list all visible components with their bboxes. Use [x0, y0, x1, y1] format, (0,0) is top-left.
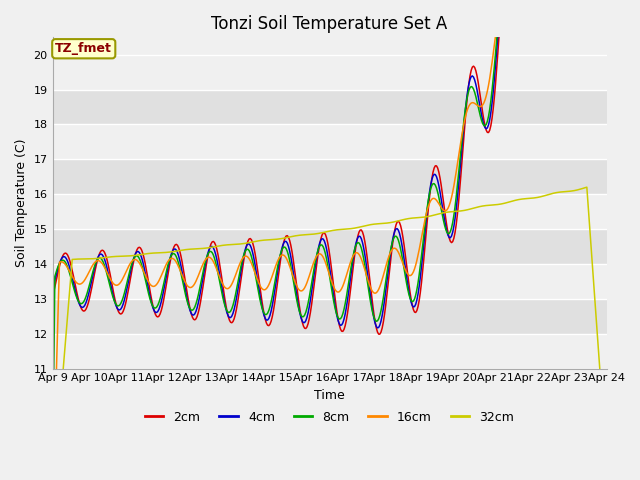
Bar	[52, 229, 607, 264]
Bar	[52, 159, 607, 194]
Bar	[52, 299, 607, 334]
Bar	[52, 264, 607, 299]
Bar	[52, 90, 607, 124]
Bar	[52, 194, 607, 229]
Legend: 2cm, 4cm, 8cm, 16cm, 32cm: 2cm, 4cm, 8cm, 16cm, 32cm	[140, 406, 519, 429]
X-axis label: Time: Time	[314, 389, 345, 402]
Bar	[52, 334, 607, 369]
Text: TZ_fmet: TZ_fmet	[55, 42, 112, 55]
Bar	[52, 124, 607, 159]
Y-axis label: Soil Temperature (C): Soil Temperature (C)	[15, 139, 28, 267]
Bar	[52, 55, 607, 90]
Title: Tonzi Soil Temperature Set A: Tonzi Soil Temperature Set A	[211, 15, 447, 33]
